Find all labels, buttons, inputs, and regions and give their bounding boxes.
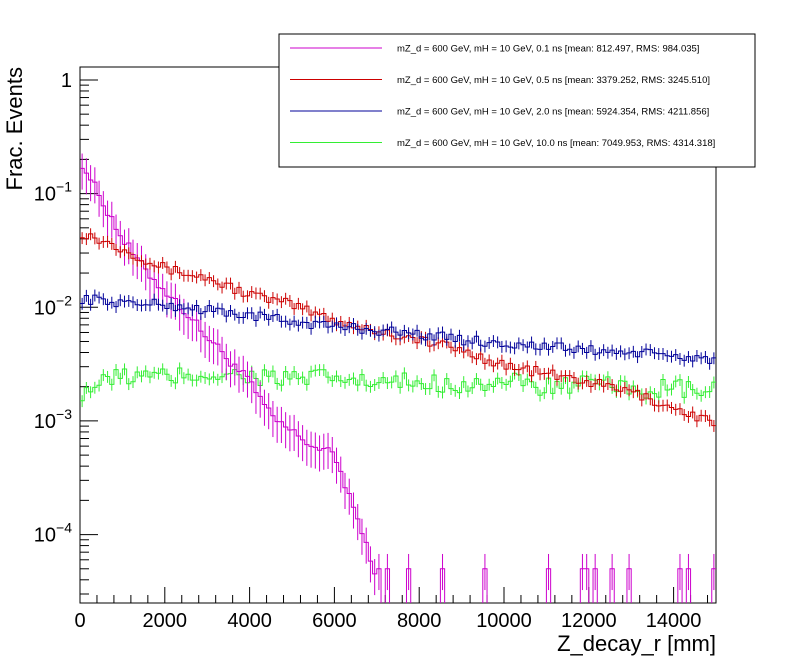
series-3-group [80,362,716,408]
y-tick-label: 1 [61,70,72,92]
y-tick-label: 10−4 [34,520,72,547]
x-tick-label: 6000 [312,610,357,632]
x-tick-label: 12000 [561,610,617,632]
legend-label-1: mZ_d = 600 GeV, mH = 10 GeV, 0.5 ns [mea… [397,75,710,86]
y-axis-ticks: 1 10−1 10−2 10−3 10−4 [34,70,98,595]
series-layer [80,153,716,603]
x-axis-title: Z_decay_r [mm] [557,631,716,656]
y-tick-label: 10−2 [34,292,72,319]
series-2-group [80,289,716,370]
x-axis-ticks: 0 2000 4000 6000 8000 10000 12000 14000 [74,587,709,632]
y-tick-label: 10−3 [34,406,72,433]
legend-box [278,33,756,168]
x-tick-label: 4000 [227,610,272,632]
y-tick-label: 10−1 [34,179,72,206]
y-axis-title: Frac. Events [2,67,27,190]
legend-label-3: mZ_d = 600 GeV, mH = 10 GeV, 10.0 ns [me… [397,138,715,149]
x-tick-label: 8000 [397,610,442,632]
legend-label-0: mZ_d = 600 GeV, mH = 10 GeV, 0.1 ns [mea… [397,44,699,55]
x-tick-label: 2000 [143,610,188,632]
x-tick-label: 14000 [646,610,702,632]
series-0-line [80,167,716,603]
legend: mZ_d = 600 GeV, mH = 10 GeV, 0.1 ns [mea… [278,33,756,168]
series-1-group [80,228,716,432]
legend-label-2: mZ_d = 600 GeV, mH = 10 GeV, 2.0 ns [mea… [397,107,709,118]
x-tick-label: 10000 [476,610,532,632]
series-1-line [80,233,716,427]
series-3-line [80,367,716,402]
x-tick-label: 0 [74,610,85,632]
series-2-line [80,294,716,364]
